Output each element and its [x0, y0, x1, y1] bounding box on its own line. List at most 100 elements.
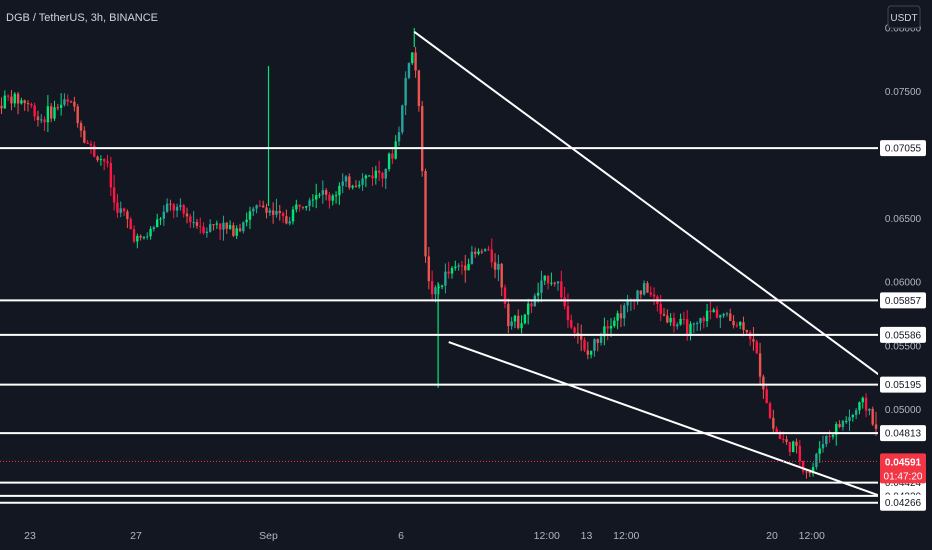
time-tick-label: Sep — [259, 530, 278, 542]
candle — [798, 439, 802, 466]
candle — [758, 342, 762, 386]
candle — [30, 102, 33, 109]
candle — [79, 120, 83, 138]
candle — [106, 154, 109, 168]
candle — [53, 100, 56, 121]
candle — [795, 438, 798, 454]
candle — [152, 225, 156, 232]
candle — [16, 91, 20, 115]
candle — [162, 205, 166, 226]
candle — [109, 156, 113, 197]
candle — [169, 199, 172, 211]
candle — [212, 224, 215, 231]
horizontal-levels[interactable] — [0, 147, 878, 504]
time-tick-label: 12:00 — [613, 530, 639, 542]
candle — [126, 209, 129, 229]
candle — [666, 309, 669, 324]
candle — [242, 221, 245, 234]
candle — [517, 309, 520, 330]
candle — [483, 248, 487, 252]
candle — [874, 411, 878, 436]
candle — [146, 232, 149, 240]
candle — [344, 175, 348, 188]
candle — [384, 168, 387, 189]
candle — [619, 304, 623, 328]
candle — [364, 174, 368, 188]
candle — [308, 197, 311, 212]
candle — [679, 313, 682, 326]
time-scale-background[interactable] — [0, 520, 878, 550]
candle — [83, 126, 86, 144]
price-scale[interactable]: 0.08000 0.07500 0.06500 0.06000 0.05500 0.050… — [885, 23, 922, 415]
trendline[interactable] — [448, 341, 932, 519]
candle — [371, 167, 374, 186]
time-tick-label: 12:00 — [534, 530, 560, 542]
candle — [248, 206, 252, 229]
currency-unit-button[interactable] — [887, 5, 921, 29]
candle — [845, 416, 848, 424]
candle — [788, 441, 792, 456]
svg-text:0.04424: 0.04424 — [885, 478, 922, 489]
candle — [245, 212, 248, 227]
candle — [523, 313, 527, 325]
candle — [238, 223, 242, 233]
candle — [739, 321, 742, 330]
candle — [589, 350, 593, 359]
svg-text:0.04266: 0.04266 — [885, 498, 922, 509]
time-tick-label: 13 — [581, 530, 593, 542]
candle — [497, 254, 500, 282]
candle — [338, 182, 341, 205]
candle — [546, 275, 550, 290]
candle — [722, 312, 725, 318]
candle — [507, 298, 510, 334]
trendline[interactable] — [413, 30, 932, 519]
candle — [225, 222, 228, 234]
candle — [66, 94, 69, 107]
candle — [119, 201, 122, 218]
candle — [391, 147, 394, 165]
trendlines[interactable] — [413, 30, 932, 519]
candle — [23, 99, 26, 111]
candle — [556, 281, 560, 291]
candle — [570, 314, 573, 329]
candle — [136, 233, 139, 249]
candle — [474, 247, 477, 258]
candle — [50, 103, 53, 123]
candle — [318, 192, 321, 199]
candle — [275, 198, 278, 218]
candle — [811, 462, 815, 477]
candle — [59, 93, 63, 116]
candle — [553, 281, 556, 287]
candle — [669, 313, 672, 327]
candle — [175, 203, 179, 218]
candle — [427, 246, 431, 290]
candle — [745, 329, 749, 335]
candle — [613, 317, 616, 328]
candle — [209, 219, 212, 233]
price-tick-label: 0.07500 — [885, 87, 922, 98]
candle — [354, 180, 358, 188]
candle — [222, 215, 225, 241]
candle — [73, 96, 76, 112]
candle — [33, 102, 36, 121]
candle — [540, 270, 543, 303]
candle — [672, 312, 676, 333]
price-scale-background[interactable] — [878, 0, 932, 520]
candle — [871, 406, 874, 427]
candle — [295, 199, 298, 213]
candle — [487, 245, 490, 251]
candle — [609, 318, 613, 337]
candle — [315, 183, 318, 209]
candle — [586, 341, 590, 360]
candle — [13, 92, 16, 108]
candle — [530, 300, 533, 313]
candle — [258, 200, 262, 208]
candle — [265, 203, 268, 219]
candle — [36, 110, 40, 127]
candle — [278, 204, 281, 221]
level-label: 0.05195 — [880, 376, 926, 393]
candle — [563, 286, 566, 310]
candle — [271, 202, 275, 224]
